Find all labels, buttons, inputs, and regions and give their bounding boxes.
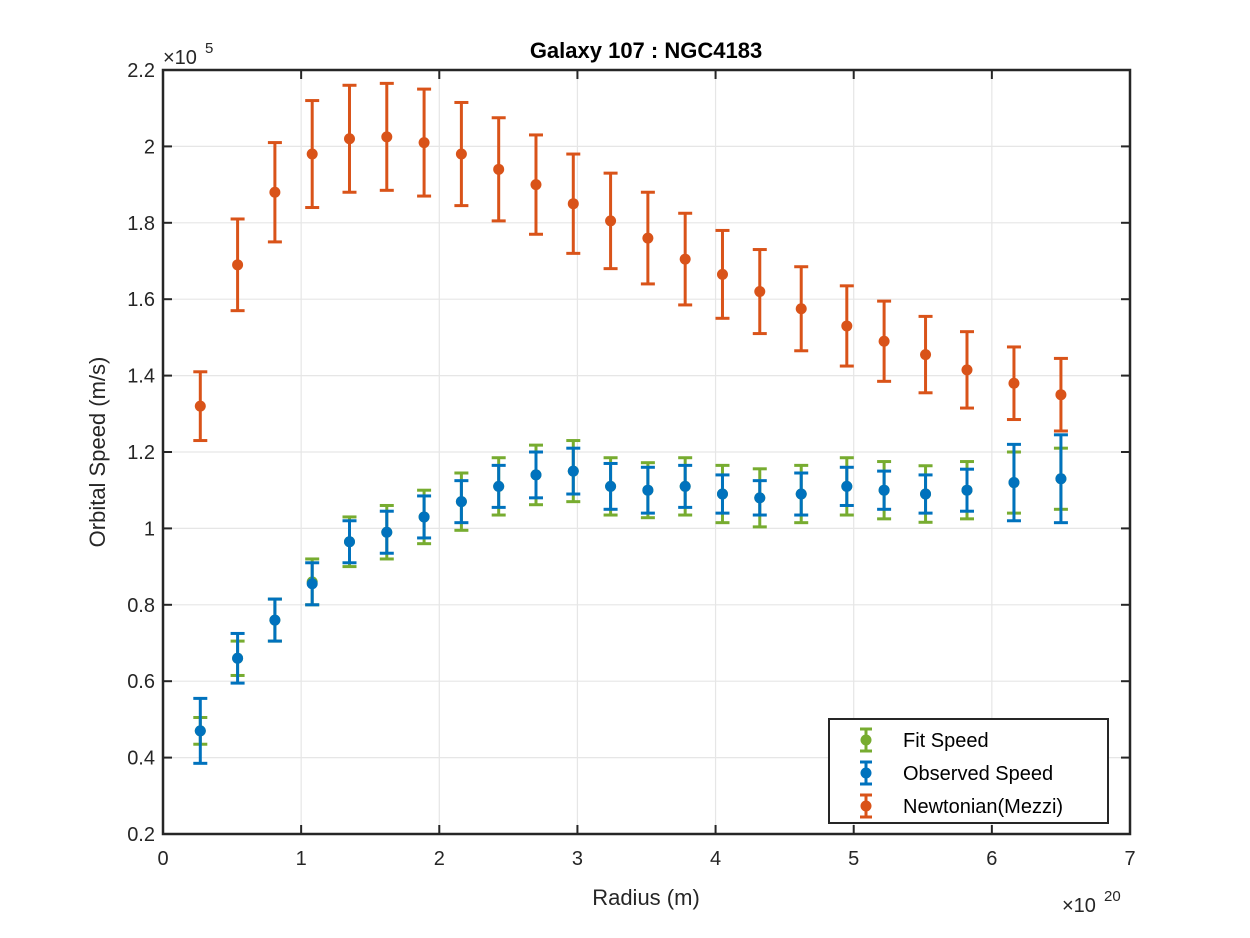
x-tick-label: 7 bbox=[1124, 848, 1135, 870]
x-axis-label: Radius (m) bbox=[592, 885, 700, 910]
chart-title: Galaxy 107 : NGC4183 bbox=[530, 38, 762, 63]
data-point bbox=[493, 480, 505, 492]
series-newtonian-mezzi bbox=[193, 81, 1068, 443]
legend-items: Fit Speed Observed Speed Newtonian(Mezzi) bbox=[860, 727, 1063, 819]
data-point bbox=[841, 480, 853, 492]
x-tick-label: 0 bbox=[157, 848, 168, 870]
data-point bbox=[795, 303, 807, 315]
data-point bbox=[455, 148, 467, 160]
data-point bbox=[418, 137, 430, 149]
y-multiplier-exponent: 5 bbox=[205, 40, 213, 57]
data-point bbox=[878, 484, 890, 496]
x-tick-label: 4 bbox=[710, 848, 721, 870]
data-point bbox=[795, 488, 807, 500]
data-point bbox=[306, 148, 318, 160]
y-multiplier: ×10 5 bbox=[163, 40, 213, 69]
ticks bbox=[162, 69, 1131, 835]
y-tick-label: 2.2 bbox=[127, 60, 155, 82]
x-tick-label: 6 bbox=[986, 848, 997, 870]
data-point bbox=[269, 186, 281, 198]
data-point bbox=[530, 179, 542, 191]
data-point bbox=[642, 232, 654, 244]
y-tick-label: 1 bbox=[144, 518, 155, 540]
data-point bbox=[860, 800, 872, 812]
data-point bbox=[455, 496, 467, 508]
data-point bbox=[530, 469, 542, 481]
data-point bbox=[716, 268, 728, 280]
y-tick-label: 0.6 bbox=[127, 671, 155, 693]
x-multiplier-base: ×10 bbox=[1062, 895, 1096, 917]
data-point bbox=[605, 215, 617, 227]
x-tick-label: 2 bbox=[434, 848, 445, 870]
data-point bbox=[754, 286, 766, 298]
series-observed-speed bbox=[193, 433, 1068, 765]
y-tick-label: 0.8 bbox=[127, 595, 155, 617]
data-point bbox=[418, 511, 430, 523]
data-point bbox=[343, 536, 355, 548]
y-tick-label: 1.4 bbox=[127, 366, 155, 388]
data-point bbox=[567, 465, 579, 477]
x-tick-label: 1 bbox=[296, 848, 307, 870]
data-point bbox=[961, 484, 973, 496]
y-tick-label: 2 bbox=[144, 136, 155, 158]
data-point bbox=[1055, 473, 1067, 485]
data-point bbox=[679, 253, 691, 265]
data-point bbox=[194, 725, 206, 737]
tick-labels: 0 1 2 3 4 5 6 7 0.2 0.4 0.6 0.8 1 1.2 1.4 1.6 1.8 2 2.2 bbox=[127, 60, 1135, 870]
data-point bbox=[1008, 377, 1020, 389]
data-point bbox=[381, 131, 393, 143]
y-axis-label: Orbital Speed (m/s) bbox=[85, 357, 110, 548]
legend-item: Fit Speed bbox=[860, 727, 989, 753]
data-point bbox=[642, 484, 654, 496]
data-point bbox=[920, 488, 932, 500]
y-tick-label: 0.2 bbox=[127, 824, 155, 846]
data-point bbox=[343, 133, 355, 145]
y-tick-label: 1.6 bbox=[127, 289, 155, 311]
data-point bbox=[1008, 477, 1020, 489]
data-point bbox=[860, 734, 872, 746]
data-point bbox=[716, 488, 728, 500]
data-point bbox=[493, 163, 505, 175]
legend-item: Newtonian(Mezzi) bbox=[860, 793, 1063, 819]
x-tick-label: 3 bbox=[572, 848, 583, 870]
data-point bbox=[878, 335, 890, 347]
data-point bbox=[860, 767, 872, 779]
data-point bbox=[194, 400, 206, 412]
data-point bbox=[232, 259, 244, 271]
data-point bbox=[961, 364, 973, 376]
legend-label: Fit Speed bbox=[903, 730, 989, 752]
y-tick-label: 0.4 bbox=[127, 748, 155, 770]
legend-label: Newtonian(Mezzi) bbox=[903, 796, 1063, 818]
data-point bbox=[567, 198, 579, 210]
data-point bbox=[841, 320, 853, 332]
series-layer bbox=[193, 81, 1068, 765]
x-multiplier-exponent: 20 bbox=[1104, 888, 1121, 905]
data-point bbox=[269, 614, 281, 626]
data-point bbox=[232, 652, 244, 664]
y-tick-label: 1.2 bbox=[127, 442, 155, 464]
legend-label: Observed Speed bbox=[903, 763, 1053, 785]
data-point bbox=[679, 480, 691, 492]
legend-box bbox=[828, 718, 1109, 824]
legend-item: Observed Speed bbox=[860, 760, 1053, 786]
y-tick-label: 1.8 bbox=[127, 213, 155, 235]
legend: Fit Speed Observed Speed Newtonian(Mezzi) bbox=[828, 718, 1109, 824]
data-point bbox=[920, 349, 932, 361]
x-tick-label: 5 bbox=[848, 848, 859, 870]
data-point bbox=[1055, 389, 1067, 401]
x-multiplier: ×10 20 bbox=[1062, 888, 1121, 917]
y-multiplier-base: ×10 bbox=[163, 47, 197, 69]
data-point bbox=[381, 526, 393, 538]
data-point bbox=[306, 578, 318, 590]
data-point bbox=[754, 492, 766, 504]
data-point bbox=[605, 480, 617, 492]
